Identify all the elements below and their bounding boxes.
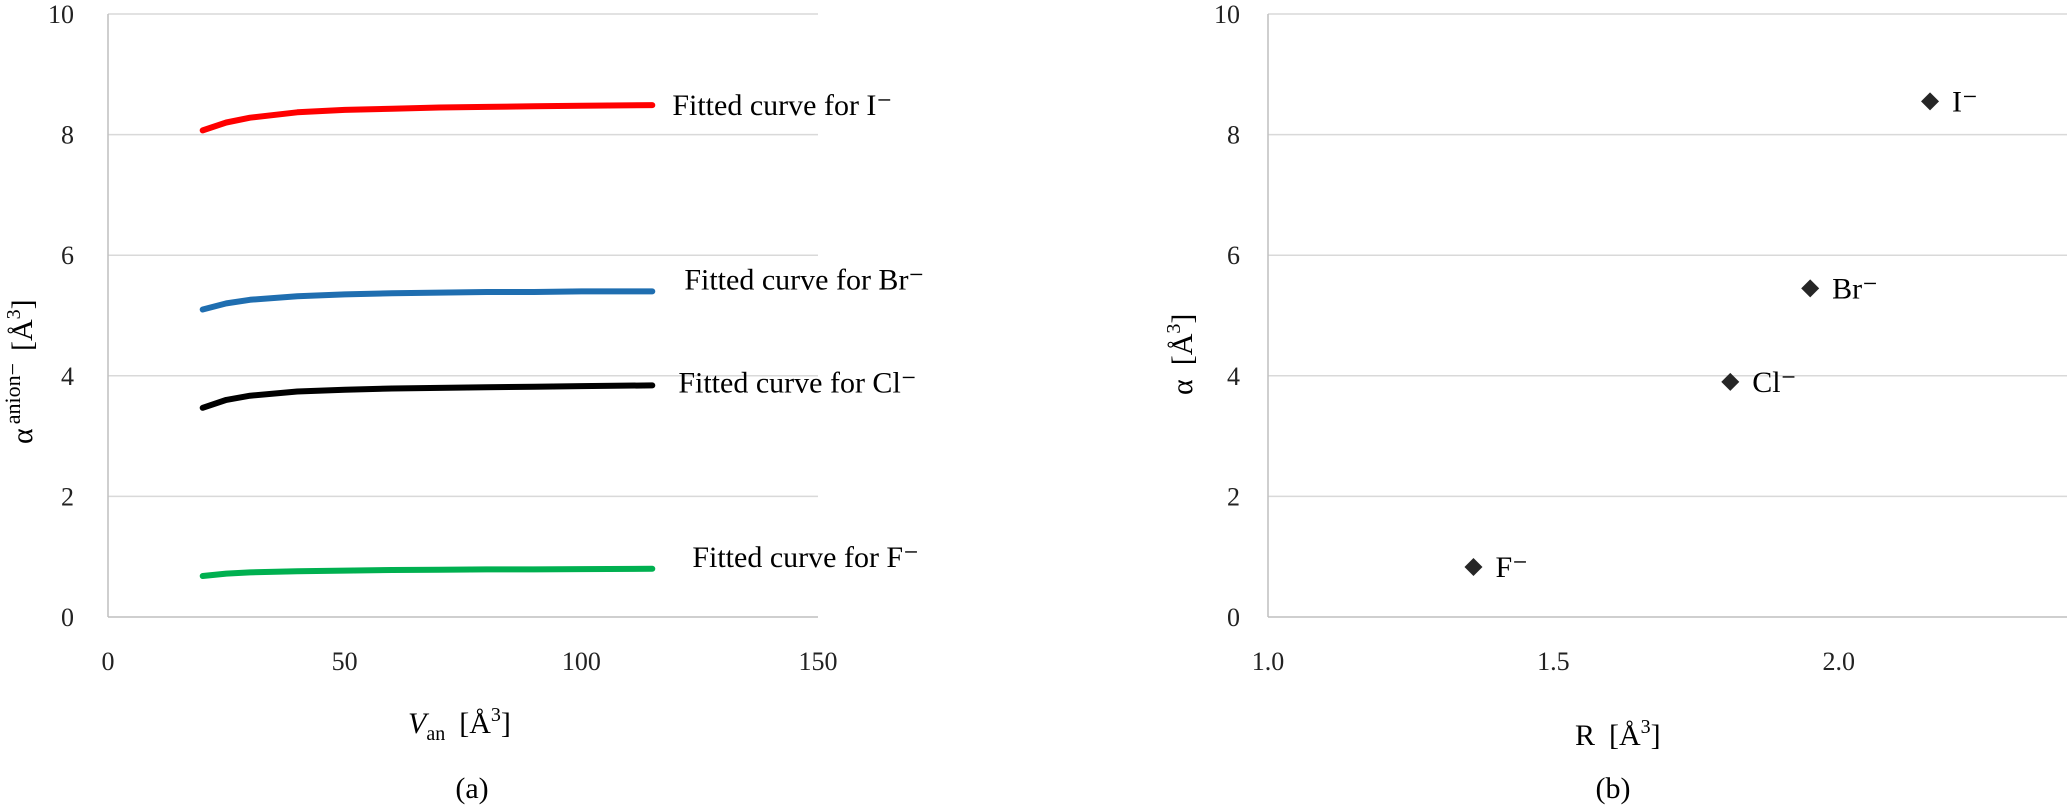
panel-b-grid [1267,13,2067,618]
panel-b-caption: (b) [1596,772,1631,805]
panel-a-xtick-label: 150 [799,647,838,676]
panel-a-xtick-label: 0 [102,647,115,676]
panel-a-series-labels: Fitted curve for I⁻ Fitted curve for Br⁻ F… [672,89,924,574]
panel-a-series-line [199,288,656,313]
panel-b-xticks: 1.0 1.5 2.0 [1252,647,1855,676]
panel-b-xtick-label: 2.0 [1822,647,1855,676]
panel-b-ytick-label: 8 [1227,121,1240,150]
panel-b-point [1921,92,1940,111]
panel-b-xlabel: R [Å3] [1575,716,1661,752]
panel-a-ylabel: αanion−[Å3] [0,299,39,444]
panel-a-grid [107,13,818,618]
panel-a-series-line [199,382,656,411]
panel-b-point-label: Br⁻ [1832,272,1878,305]
panel-b-ytick-label: 4 [1227,362,1240,391]
panel-b-ytick-label: 6 [1227,241,1240,270]
panel-a-series [199,102,656,579]
panel-b-point-label: Cl⁻ [1752,366,1796,399]
panel-a-ytick-label: 0 [61,603,74,632]
panel-a-xtick-label: 50 [332,647,358,676]
panel-b-yticks: 0 2 4 6 8 10 [1214,0,1240,632]
panel-a-ytick-label: 2 [61,482,74,511]
panel-a-series-line [199,565,656,579]
panel-b-point-label: I⁻ [1952,85,1978,118]
panel-b-xtick-label: 1.0 [1252,647,1285,676]
panel-b-point-label: F⁻ [1495,551,1528,584]
panel-b-xtick-label: 1.5 [1537,647,1570,676]
panel-b-points: F⁻ Cl⁻ Br⁻ I⁻ [1464,85,1978,584]
panel-a-series-label: Fitted curve for Cl⁻ [678,366,916,399]
panel-a-ytick-label: 10 [48,0,74,29]
panel-b-ytick-label: 2 [1227,482,1240,511]
panel-a-ytick-label: 8 [61,121,74,150]
panel-a-xlabel: Van [Å3] [408,704,511,745]
panel-a-series-line [199,102,656,134]
panel-b-point [1801,279,1820,298]
panel-a-xtick-label: 100 [562,647,601,676]
panel-b-ylabel: α[Å3] [1163,314,1199,395]
panel-a-series-label: Fitted curve for Br⁻ [684,263,924,296]
panel-a-ytick-label: 6 [61,241,74,270]
panel-a-series-label: Fitted curve for I⁻ [672,89,892,122]
panel-b-ytick-label: 10 [1214,0,1240,29]
panel-a-xticks: 0 50 100 150 [102,647,838,676]
panel-a-caption: (a) [455,772,488,805]
panel-a-series-label: Fitted curve for F⁻ [692,541,919,574]
panel-b: 0 2 4 6 8 10 1.0 1.5 2.0 F⁻ Cl⁻ Br⁻ I⁻ R [Å3] α[Å3]… [1163,0,2067,805]
panel-b-ytick-label: 0 [1227,603,1240,632]
panel-a-ytick-label: 4 [61,362,74,391]
panel-a-yticks: 0 2 4 6 8 10 [48,0,74,632]
panel-b-point [1464,557,1483,576]
panel-b-point [1721,372,1740,391]
